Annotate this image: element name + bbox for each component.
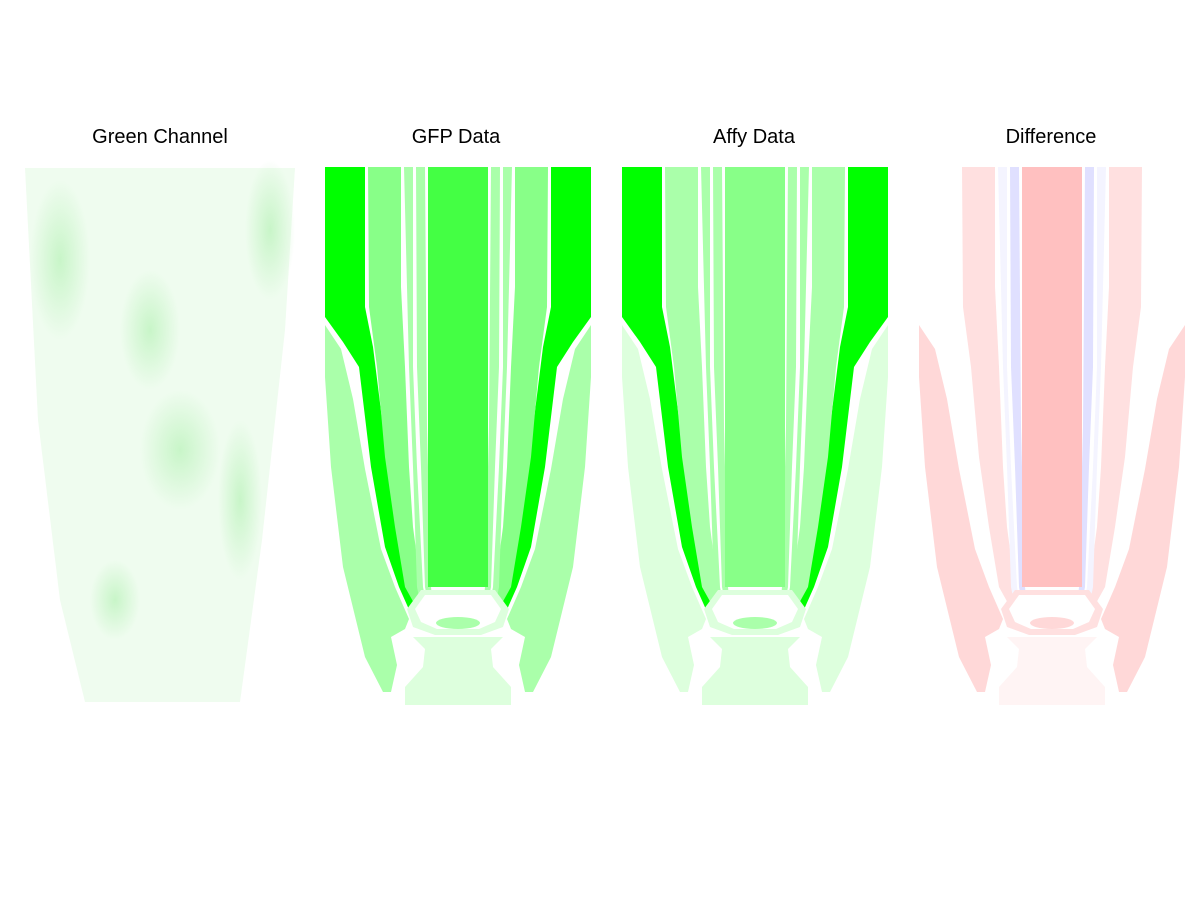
gfp-image — [325, 167, 591, 705]
panel-title: Affy Data — [713, 126, 796, 148]
panel-title: Difference — [1006, 126, 1097, 148]
panel-title: GFP Data — [412, 126, 501, 148]
affy-image — [622, 167, 888, 705]
panel-title: Green Channel — [92, 126, 228, 148]
green-channel-image — [25, 160, 295, 702]
difference-image — [919, 167, 1185, 705]
